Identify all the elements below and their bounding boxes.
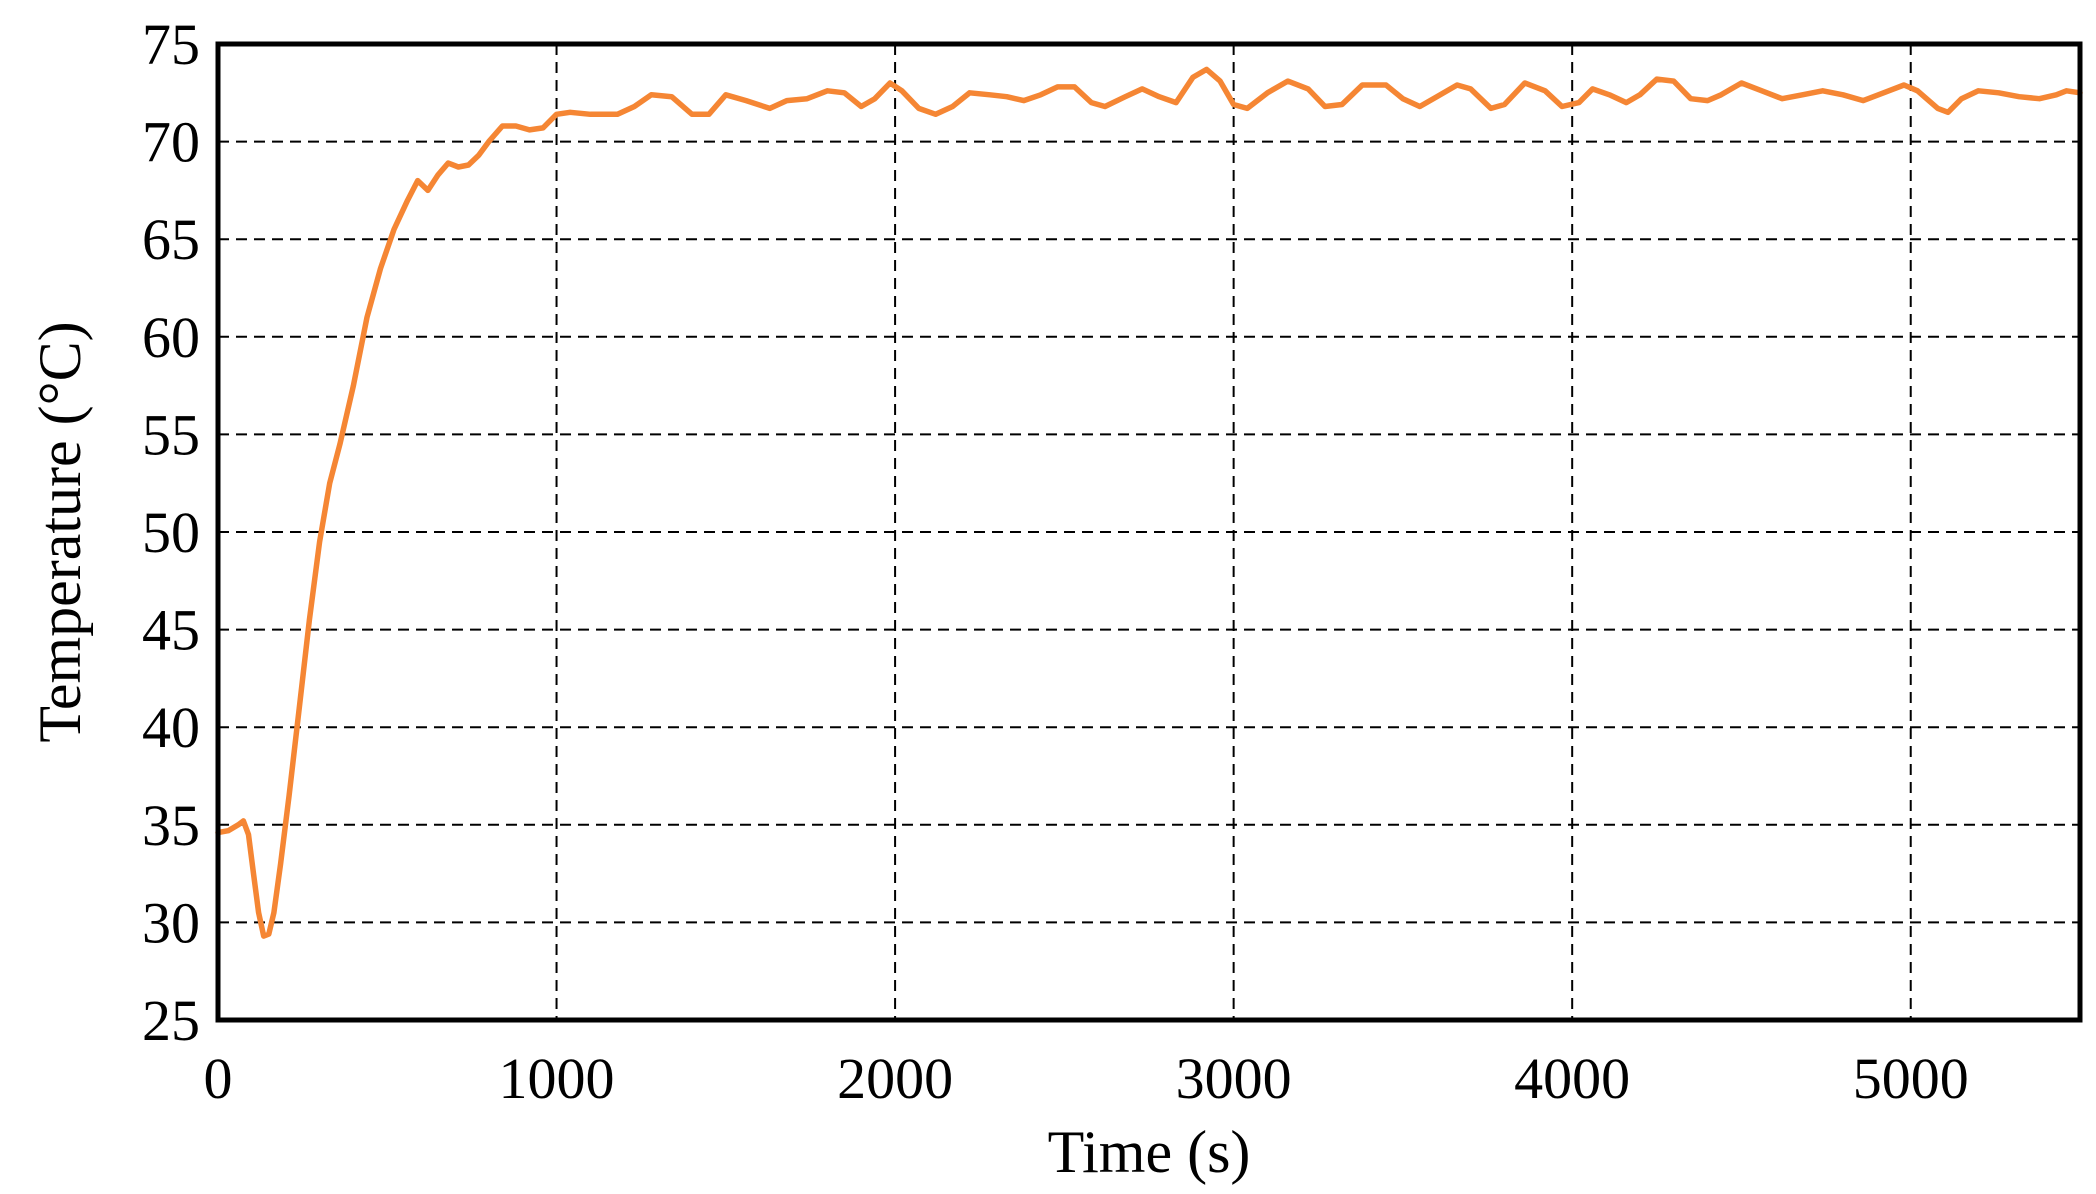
- x-tick-label: 4000: [1514, 1046, 1630, 1111]
- x-tick-label: 1000: [499, 1046, 615, 1111]
- y-tick-label: 25: [142, 988, 200, 1053]
- y-tick-label: 60: [142, 305, 200, 370]
- y-tick-label: 50: [142, 500, 200, 565]
- grid-lines: [218, 44, 2080, 1020]
- series-line-temperature: [215, 66, 2083, 939]
- y-tick-label: 75: [142, 12, 200, 77]
- x-tick-label: 2000: [837, 1046, 953, 1111]
- y-tick-label: 45: [142, 598, 200, 663]
- y-tick-label: 35: [142, 793, 200, 858]
- y-axis-ticks: 25 30 35 40 45 50 55 60 65 70 75: [142, 12, 200, 1053]
- y-tick-label: 55: [142, 402, 200, 467]
- x-tick-label: 3000: [1176, 1046, 1292, 1111]
- y-tick-label: 30: [142, 890, 200, 955]
- y-axis-label: Temperature (°C): [27, 321, 93, 742]
- x-axis-label: Time (s): [1048, 1119, 1251, 1185]
- x-tick-label: 0: [204, 1046, 233, 1111]
- y-tick-label: 40: [142, 695, 200, 760]
- x-tick-label: 5000: [1853, 1046, 1969, 1111]
- y-tick-label: 70: [142, 110, 200, 175]
- y-tick-label: 65: [142, 207, 200, 272]
- plot-frame: [215, 41, 2083, 1023]
- x-axis-ticks: 0 1000 2000 3000 4000 5000: [204, 1046, 1969, 1111]
